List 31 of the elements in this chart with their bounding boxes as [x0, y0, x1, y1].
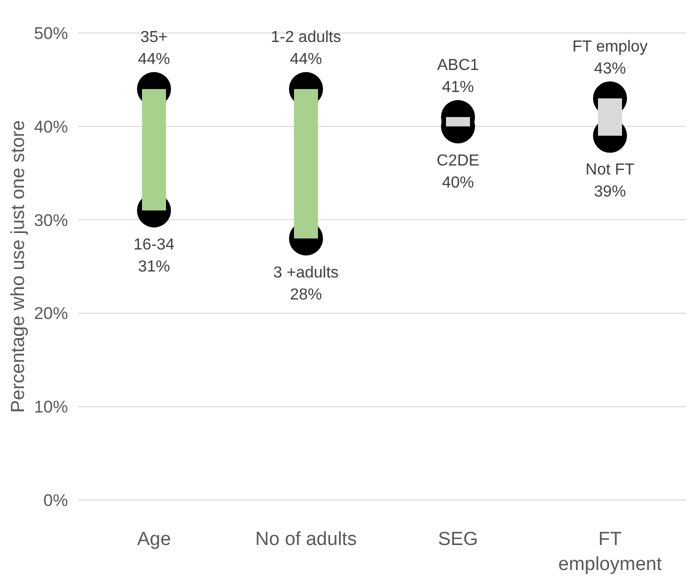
- data-label: 40%: [442, 174, 474, 192]
- y-tick-label: 50%: [34, 24, 68, 43]
- annotation: 35+: [140, 29, 168, 46]
- y-tick-label: 40%: [34, 117, 68, 136]
- annotation: 3 +adults: [273, 264, 339, 282]
- y-tick-label: 20%: [34, 304, 68, 324]
- bar: [294, 89, 318, 238]
- bar: [142, 89, 166, 210]
- annotation: Not FT: [586, 162, 635, 179]
- bar: [446, 117, 470, 126]
- data-label: 44%: [138, 51, 170, 68]
- x-tick-label: FT employment: [558, 529, 662, 575]
- data-label: 39%: [594, 184, 626, 201]
- annotation: ABC1: [437, 57, 479, 74]
- data-label: 43%: [594, 60, 626, 78]
- y-tick-label: 10%: [34, 398, 68, 417]
- x-tick-label: SEG: [438, 529, 478, 550]
- bar: [598, 98, 622, 136]
- data-label: 31%: [138, 258, 170, 276]
- x-tick-label: No of adults: [255, 529, 357, 550]
- y-tick-label: 30%: [34, 210, 68, 230]
- y-axis-title: Percentage who use just one store: [8, 120, 29, 413]
- data-label: 44%: [290, 51, 322, 68]
- y-tick-label: 0%: [43, 490, 68, 510]
- x-tick-label: Age: [137, 529, 171, 550]
- annotation: 1-2 adults: [270, 29, 342, 46]
- annotation: FT employ: [572, 38, 648, 56]
- data-label: 28%: [290, 286, 322, 304]
- data-label: 41%: [442, 79, 474, 96]
- annotation: 16-34: [134, 236, 175, 254]
- annotation: C2DE: [436, 152, 480, 170]
